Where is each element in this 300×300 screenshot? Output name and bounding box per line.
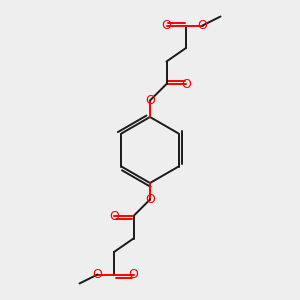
Text: O: O (109, 209, 119, 223)
Text: O: O (145, 94, 155, 107)
Text: O: O (93, 268, 102, 281)
Text: O: O (145, 193, 155, 206)
Text: O: O (181, 77, 191, 91)
Text: O: O (129, 268, 138, 281)
Text: O: O (198, 19, 207, 32)
Text: O: O (162, 19, 171, 32)
